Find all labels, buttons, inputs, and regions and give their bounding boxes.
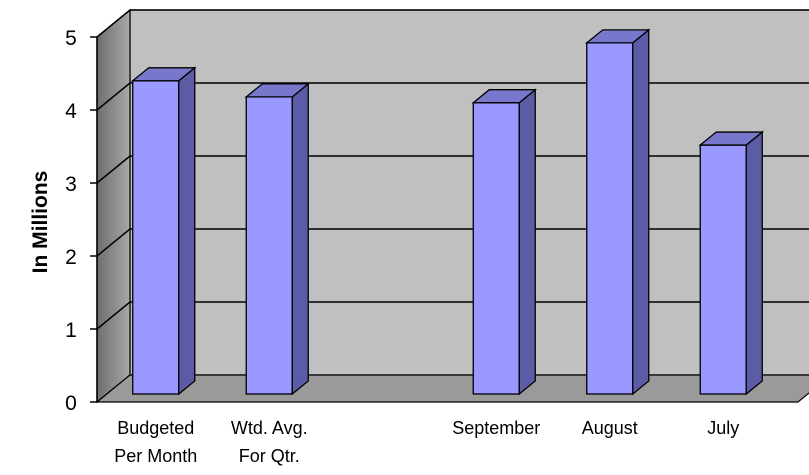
bar-side <box>518 88 536 396</box>
bar <box>244 82 311 396</box>
bar-top <box>471 89 538 104</box>
x-tick-label-line2: For Qtr. <box>239 446 300 466</box>
gridline <box>96 9 809 38</box>
y-axis-ticks: 0 1 2 3 4 5 <box>65 27 97 415</box>
x-tick-label-line2: Per Month <box>114 446 197 466</box>
y-tick-label: 4 <box>65 100 77 123</box>
bar-side <box>632 28 650 396</box>
bars <box>130 28 765 396</box>
x-tick-label: August <box>582 418 638 438</box>
bar-top <box>584 29 651 44</box>
bar-top <box>698 131 765 146</box>
x-tick-label: September <box>452 418 540 438</box>
y-tick-label: 3 <box>65 173 77 196</box>
chart-walls <box>95 8 809 404</box>
side-wall <box>96 8 131 404</box>
x-axis-labels: Budgeted Per Month Wtd. Avg. For Qtr. Septem… <box>114 418 739 466</box>
x-tick-label: Wtd. Avg. <box>231 418 308 438</box>
bar-side <box>178 66 196 396</box>
y-tick-label: 1 <box>65 319 77 342</box>
bar <box>471 88 538 396</box>
bar-side <box>291 82 309 396</box>
back-wall <box>129 9 809 376</box>
bar <box>130 66 197 396</box>
bar-top <box>130 67 197 82</box>
y-axis-label: In Millions <box>29 171 52 274</box>
bar <box>698 130 765 396</box>
bar-front <box>586 42 634 395</box>
bar-front <box>699 144 747 395</box>
bar-front <box>472 102 520 395</box>
y-tick-label: 2 <box>65 246 77 269</box>
x-tick-label: July <box>707 418 739 438</box>
x-tick-label: Budgeted <box>117 418 194 438</box>
y-tick-label: 5 <box>65 27 77 50</box>
bar-front <box>132 80 180 395</box>
bar <box>584 28 651 396</box>
bar-top <box>244 83 311 98</box>
bar-front <box>245 96 293 395</box>
bar-side <box>745 130 763 396</box>
y-tick-label: 0 <box>65 392 77 415</box>
